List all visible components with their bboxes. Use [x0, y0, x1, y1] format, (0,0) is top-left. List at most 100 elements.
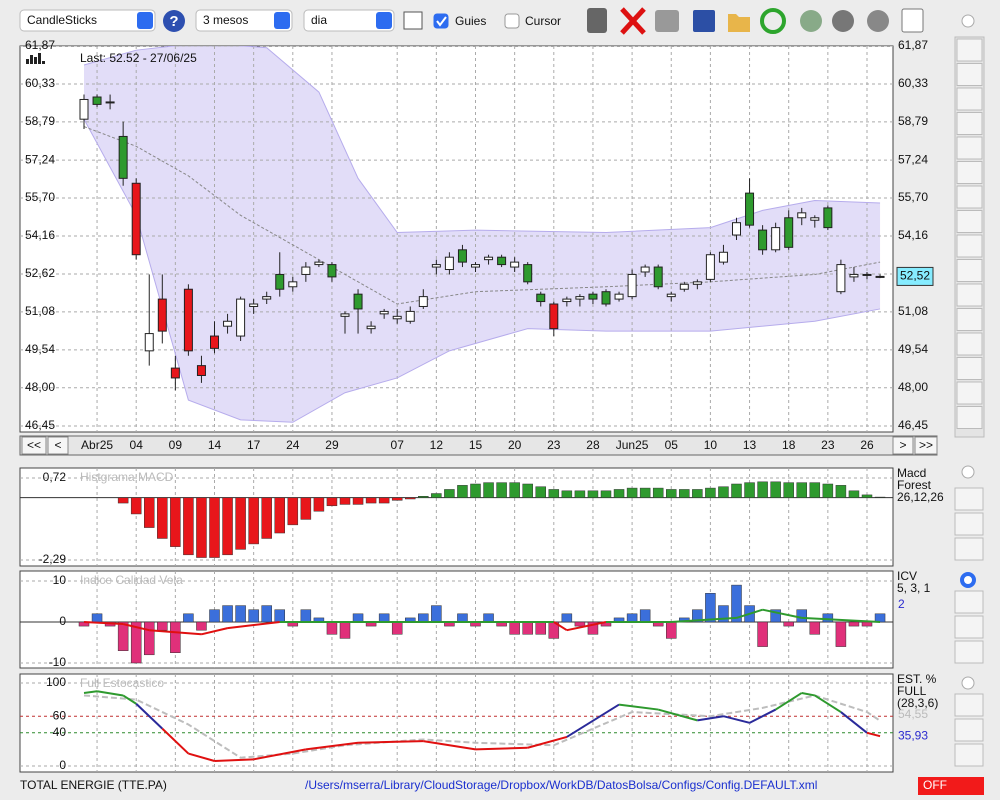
- tool-button[interactable]: [956, 406, 983, 429]
- tool-button[interactable]: [956, 381, 983, 405]
- chart-type-select[interactable]: [19, 9, 156, 32]
- tool-button[interactable]: [954, 590, 984, 614]
- tool-button[interactable]: [954, 512, 984, 536]
- tool-button[interactable]: [956, 332, 983, 356]
- bar: [222, 605, 233, 623]
- radio[interactable]: [961, 14, 975, 28]
- nav-prev[interactable]: [47, 436, 69, 455]
- side-label: Forest: [897, 478, 932, 492]
- stoch-k: [527, 735, 568, 749]
- x-tick-label: 23: [547, 438, 561, 452]
- stoch-k: [749, 708, 777, 724]
- bar: [117, 621, 129, 651]
- y-tick-label: 100: [46, 675, 66, 689]
- tool-button[interactable]: [954, 487, 984, 511]
- calendar-icon[interactable]: [403, 11, 423, 30]
- candle-body: [157, 298, 167, 332]
- bar: [378, 613, 390, 623]
- nav-last[interactable]: [914, 436, 938, 455]
- candle-body: [379, 310, 389, 315]
- stoch-k: [253, 748, 307, 761]
- nav-first[interactable]: [21, 436, 47, 455]
- bar: [496, 482, 507, 498]
- bar: [783, 482, 794, 498]
- candle-body: [144, 333, 154, 352]
- candle-body: [510, 261, 520, 268]
- bar: [587, 490, 599, 498]
- tool-button[interactable]: [956, 185, 983, 209]
- candle-body: [849, 273, 859, 278]
- x-tick-label: 24: [286, 438, 300, 452]
- stoch-k: [475, 746, 528, 751]
- x-tick-label: 12: [430, 438, 444, 452]
- calendar-17-icon[interactable]: [901, 8, 924, 33]
- tool-button[interactable]: [954, 718, 984, 742]
- stoch-k: [840, 711, 868, 734]
- bar: [718, 486, 729, 498]
- tool-button[interactable]: [956, 161, 983, 184]
- config-path[interactable]: /Users/mserra/Library/CloudStorage/Dropb…: [305, 778, 817, 792]
- tool-button[interactable]: [956, 259, 983, 282]
- bar: [352, 497, 364, 505]
- tool-button[interactable]: [956, 112, 983, 135]
- guides-label: Guies: [455, 14, 486, 28]
- save-icon[interactable]: [693, 10, 715, 32]
- tool-button[interactable]: [956, 210, 983, 233]
- tool-button[interactable]: [956, 63, 983, 86]
- stoch-k: [188, 752, 215, 762]
- nav-next[interactable]: [892, 436, 914, 455]
- tool-button[interactable]: [956, 308, 983, 331]
- radio[interactable]: [961, 465, 975, 479]
- last-annotation: Last: 52.52 - 27/06/25: [80, 51, 197, 65]
- help-button[interactable]: [163, 10, 185, 32]
- candle-body: [758, 229, 768, 251]
- cursor-checkbox[interactable]: [504, 13, 520, 29]
- bar: [731, 584, 742, 623]
- nav-last-label: >>: [919, 438, 933, 452]
- candle-body: [262, 296, 272, 300]
- bar: [587, 621, 599, 635]
- settings-icon[interactable]: [867, 10, 889, 32]
- radio-selected[interactable]: [960, 572, 976, 588]
- interval: dia: [311, 13, 327, 27]
- tool-button[interactable]: [956, 234, 983, 258]
- tool-button[interactable]: [954, 640, 984, 664]
- tool-button[interactable]: [956, 283, 983, 307]
- tool-button[interactable]: [956, 136, 983, 160]
- y-tick-label-right: 61,87: [898, 38, 928, 52]
- tool-button[interactable]: [954, 537, 984, 561]
- bar: [144, 621, 155, 656]
- tool-button[interactable]: [956, 357, 983, 380]
- bar: [574, 621, 586, 627]
- bar: [130, 497, 142, 515]
- tool-button[interactable]: [956, 38, 983, 62]
- y-tick-label: 40: [53, 725, 67, 739]
- delete-icon[interactable]: [620, 7, 646, 35]
- candle-body: [392, 315, 402, 320]
- candle-body: [666, 293, 676, 298]
- refresh-icon[interactable]: [760, 8, 786, 34]
- stoch-k: [697, 715, 724, 722]
- sync-icon[interactable]: [800, 10, 822, 32]
- radio[interactable]: [961, 676, 975, 690]
- panel-title: Full Estocastico: [80, 676, 164, 690]
- x-tick-label: Abr25: [81, 438, 113, 452]
- tool-button[interactable]: [954, 693, 984, 717]
- bar: [718, 605, 729, 623]
- side-label: (28,3,6): [897, 696, 938, 710]
- interval-select[interactable]: [303, 9, 395, 32]
- bar: [339, 621, 351, 639]
- select-arrow: [137, 12, 153, 29]
- period-select[interactable]: [195, 9, 293, 32]
- open-icon[interactable]: [728, 14, 750, 32]
- x-tick-label: 14: [208, 438, 222, 452]
- euro-icon[interactable]: [832, 10, 854, 32]
- checkmark: [436, 16, 447, 27]
- tool-button[interactable]: [956, 87, 983, 111]
- print-icon[interactable]: [655, 10, 679, 32]
- tool-button[interactable]: [954, 615, 984, 639]
- guides-checkbox[interactable]: [433, 13, 449, 29]
- trash-icon[interactable]: [587, 8, 607, 33]
- tool-button[interactable]: [954, 743, 984, 767]
